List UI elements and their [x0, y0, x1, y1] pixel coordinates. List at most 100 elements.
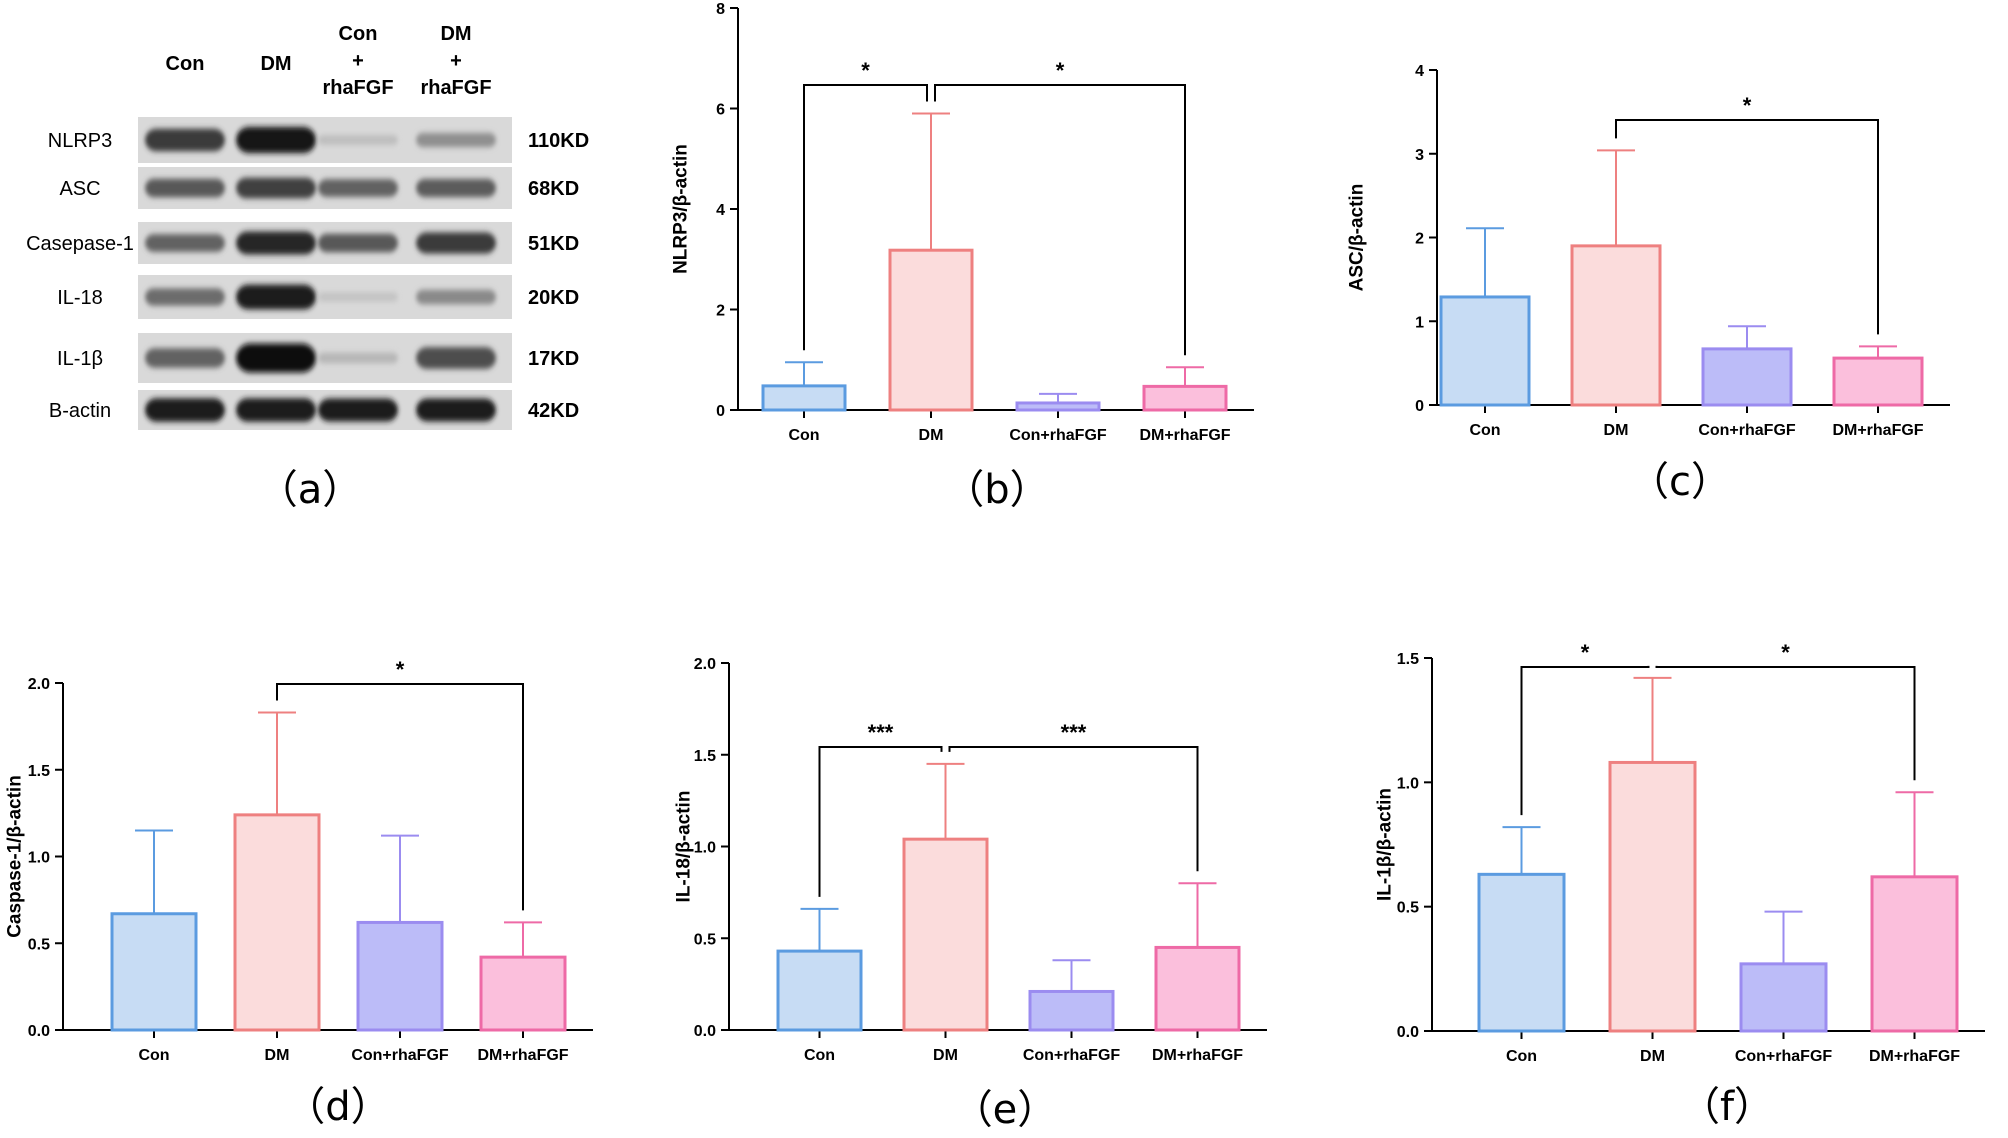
blot-band	[236, 126, 316, 154]
significance-label: *	[1581, 640, 1590, 665]
y-tick-label: 1.5	[694, 748, 716, 765]
blot-column-header: rhaFGF	[420, 77, 491, 99]
bar	[1608, 760, 1697, 1033]
bar-chart-panel-5: 0.0 0.5 1.0 1.5 IL-1β/β-actin Con DM Con+rhaFGF…	[1375, 640, 1985, 1130]
significance-label: *	[1781, 640, 1790, 665]
bar	[1439, 295, 1531, 407]
significance-label: *	[861, 58, 870, 83]
blot-kd-label: 20KD	[528, 287, 579, 309]
blot-band	[416, 178, 496, 198]
significance-bracket	[1615, 119, 1879, 335]
panel-label-e: （e）	[953, 1087, 1058, 1133]
blot-row-label: B-actin	[49, 400, 111, 422]
x-tick-label: Con	[1506, 1048, 1537, 1065]
bar	[1832, 356, 1924, 407]
x-tick-label: Con+rhaFGF	[1023, 1047, 1121, 1064]
significance-label: ***	[868, 720, 894, 745]
bar	[776, 949, 863, 1032]
y-tick-label: 0.5	[28, 936, 50, 953]
bar	[479, 955, 567, 1032]
y-tick-label: 1	[1415, 314, 1424, 331]
y-tick-label: 2.0	[28, 676, 50, 693]
blot-band	[145, 178, 225, 198]
y-tick-label: 0.0	[28, 1023, 50, 1040]
y-axis-label: IL-18/β-actin	[674, 791, 695, 903]
y-axis-label: NLRP3/β-actin	[671, 144, 692, 274]
panel-label-c: （c）	[1629, 459, 1731, 505]
significance-bracket	[803, 84, 928, 351]
y-tick-label: 1.0	[694, 840, 716, 857]
blot-band	[236, 284, 316, 310]
blot-band	[145, 288, 225, 306]
x-tick-label: Con+rhaFGF	[1009, 427, 1107, 444]
bar	[233, 813, 321, 1032]
panel-label-b: （b）	[944, 467, 1049, 513]
y-tick-label: 0.0	[694, 1023, 716, 1040]
significance-label: *	[1743, 93, 1752, 118]
bar-chart-panel-4: 0.0 0.5 1.0 1.5 2.0 IL-18/β-actin Con DM Con+rha…	[674, 656, 1267, 1133]
blot-column-header: +	[352, 50, 364, 72]
y-tick-label: 4	[1415, 63, 1424, 80]
bar-chart-panel-3: 0.0 0.5 1.0 1.5 2.0 Caspase-1/β-actin Con DM Con…	[5, 657, 593, 1130]
y-tick-label: 4	[716, 202, 725, 219]
y-tick-label: 0.5	[694, 931, 716, 948]
blot-column-header: Con	[166, 53, 205, 75]
y-tick-label: 2	[1415, 231, 1424, 248]
panel-label-f: （f）	[1680, 1084, 1774, 1130]
significance-bracket	[818, 746, 943, 897]
y-tick-label: 6	[716, 102, 725, 119]
blot-kd-label: 51KD	[528, 233, 579, 255]
x-tick-label: DM+rhaFGF	[477, 1047, 568, 1064]
y-tick-label: 1.0	[1397, 775, 1419, 792]
significance-label: *	[396, 657, 405, 682]
bar-chart-panel-1: 0 2 4 6 8 NLRP3/β-actin Con DM Con+rhaFGF DM+rhaF…	[671, 1, 1254, 513]
bar	[1142, 384, 1228, 412]
blot-band	[236, 343, 316, 373]
blot-band	[318, 292, 398, 302]
blot-band	[318, 135, 398, 145]
bar	[1154, 945, 1241, 1032]
x-tick-label: Con	[788, 427, 819, 444]
blot-band	[416, 232, 496, 254]
significance-bracket	[1655, 665, 1916, 781]
y-tick-label: 0	[1415, 398, 1424, 415]
bar	[356, 920, 444, 1032]
blot-band	[318, 398, 398, 422]
blot-column-header: rhaFGF	[322, 77, 393, 99]
blot-band	[416, 398, 496, 422]
x-tick-label: Con+rhaFGF	[351, 1047, 449, 1064]
y-tick-label: 0.0	[1397, 1024, 1419, 1041]
y-tick-label: 3	[1415, 147, 1424, 164]
x-tick-label: DM	[919, 427, 944, 444]
western-blot-panel: Con DM Con + rhaFGF DM + rhaFGF NLRP3 110KD ASC 68K…	[26, 23, 589, 513]
x-tick-label: DM+rhaFGF	[1869, 1048, 1960, 1065]
blot-row-label: ASC	[59, 178, 100, 200]
y-axis-label: ASC/β-actin	[1347, 184, 1368, 292]
y-tick-label: 0	[716, 403, 725, 420]
x-tick-label: DM	[265, 1047, 290, 1064]
x-tick-label: Con	[138, 1047, 169, 1064]
y-tick-label: 0.5	[1397, 900, 1419, 917]
x-tick-label: DM+rhaFGF	[1139, 427, 1230, 444]
significance-label: *	[1056, 58, 1065, 83]
x-tick-label: Con+rhaFGF	[1735, 1048, 1833, 1065]
bar	[1015, 401, 1101, 412]
bar	[110, 912, 198, 1032]
blot-band	[416, 132, 496, 148]
y-tick-label: 2	[716, 303, 725, 320]
x-tick-label: Con	[804, 1047, 835, 1064]
significance-label: ***	[1061, 720, 1087, 745]
blot-band	[416, 289, 496, 305]
blot-band	[236, 231, 316, 255]
blot-column-header: Con	[339, 23, 378, 45]
bar	[1477, 872, 1566, 1033]
bar-chart-panel-2: 0 1 2 3 4 ASC/β-actin Con DM Con+rhaFGF DM+rhaFGF…	[1347, 63, 1950, 505]
bar	[902, 837, 989, 1032]
blot-kd-label: 42KD	[528, 400, 579, 422]
y-tick-label: 2.0	[694, 656, 716, 673]
blot-column-header: DM	[440, 23, 471, 45]
blot-band	[416, 347, 496, 369]
y-axis-label: Caspase-1/β-actin	[5, 775, 26, 938]
y-tick-label: 1.5	[1397, 651, 1419, 668]
significance-bracket	[934, 84, 1186, 356]
